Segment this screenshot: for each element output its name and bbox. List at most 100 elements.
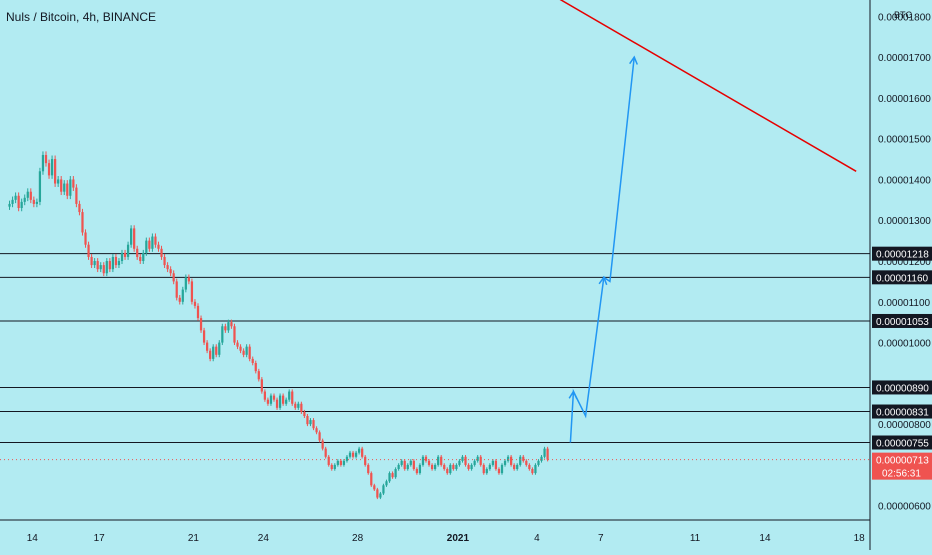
candle-body[interactable] [348,452,352,457]
candle-body[interactable] [90,256,93,266]
candle-body[interactable] [99,265,102,270]
candle-body[interactable] [202,330,206,343]
candle-body[interactable] [260,379,263,392]
candle-body[interactable] [303,411,306,416]
candle-body[interactable] [227,322,230,331]
candle-body[interactable] [467,464,470,470]
candle-body[interactable] [354,452,358,457]
candle-body[interactable] [506,456,510,461]
candle-body[interactable] [367,464,370,474]
candle-body[interactable] [537,460,540,465]
candle-body[interactable] [78,203,81,213]
candle-body[interactable] [66,183,69,196]
candle-body[interactable] [312,420,315,429]
candle-body[interactable] [130,228,133,245]
candle-body[interactable] [193,301,197,306]
candle-body[interactable] [117,261,121,266]
candle-body[interactable] [81,212,84,233]
resistance-trend-line[interactable] [540,0,857,172]
candle-body[interactable] [503,460,507,465]
candle-body[interactable] [391,473,394,478]
candle-body[interactable] [522,456,525,461]
candle-body[interactable] [309,420,312,425]
candle-body[interactable] [224,326,227,331]
candle-body[interactable] [327,456,330,465]
candle-body[interactable] [157,244,160,249]
candle-body[interactable] [102,265,105,274]
candle-body[interactable] [209,350,212,359]
candle-body[interactable] [437,456,440,465]
candle-body[interactable] [17,195,20,208]
candle-body[interactable] [263,391,266,400]
candle-body[interactable] [47,163,51,176]
candle-body[interactable] [123,252,127,257]
candle-body[interactable] [324,448,327,457]
candle-body[interactable] [50,159,54,176]
candle-body[interactable] [412,460,415,470]
candle-body[interactable] [406,464,409,470]
candle-body[interactable] [525,460,528,465]
candle-body[interactable] [376,489,379,498]
candle-body[interactable] [300,403,303,412]
candle-body[interactable] [473,460,476,465]
candle-body[interactable] [257,371,260,380]
candle-body[interactable] [93,261,96,266]
candle-body[interactable] [400,460,403,465]
candle-body[interactable] [494,460,498,470]
projection-path[interactable] [569,57,635,443]
candle-body[interactable] [266,399,270,404]
candle-body[interactable] [142,252,145,262]
candle-body[interactable] [364,456,367,465]
candle-body[interactable] [479,456,482,465]
candle-body[interactable] [242,350,245,355]
candle-body[interactable] [333,464,336,470]
candle-body[interactable] [440,456,443,465]
candle-body[interactable] [239,346,242,351]
candle-body[interactable] [136,248,139,257]
candle-body[interactable] [196,305,200,319]
candle-body[interactable] [175,281,178,298]
candle-body[interactable] [345,456,349,461]
candle-body[interactable] [379,493,382,498]
candle-body[interactable] [206,342,209,351]
candle-body[interactable] [248,346,251,359]
candle-body[interactable] [212,346,215,359]
candle-body[interactable] [409,460,412,465]
candle-body[interactable] [254,362,257,372]
candle-body[interactable] [358,448,361,453]
candle-body[interactable] [288,391,291,400]
candle-body[interactable] [497,469,501,474]
candle-body[interactable] [41,154,45,172]
candle-body[interactable] [546,448,549,460]
candle-body[interactable] [418,464,422,474]
candle-body[interactable] [443,464,446,470]
candle-body[interactable] [8,203,11,207]
candle-body[interactable] [461,456,464,461]
candle-body[interactable] [172,273,175,282]
candle-body[interactable] [513,464,516,470]
candle-body[interactable] [57,179,60,184]
candle-body[interactable] [385,481,388,486]
candle-body[interactable] [14,195,17,200]
candle-body[interactable] [476,456,479,461]
candle-body[interactable] [351,452,355,457]
candle-body[interactable] [72,179,75,188]
candle-body[interactable] [69,179,72,196]
candle-body[interactable] [278,395,282,408]
candle-body[interactable] [20,201,23,208]
candle-body[interactable] [105,261,108,274]
candle-body[interactable] [190,281,194,302]
candle-body[interactable] [133,228,136,249]
candle-body[interactable] [500,464,504,474]
candle-body[interactable] [516,464,519,470]
candle-body[interactable] [306,416,309,425]
candle-body[interactable] [388,473,391,482]
candle-body[interactable] [154,236,157,245]
candle-body[interactable] [108,261,111,270]
candle-body[interactable] [336,460,339,465]
candle-body[interactable] [330,464,333,470]
candle-body[interactable] [294,403,297,408]
candle-body[interactable] [315,428,318,433]
candle-body[interactable] [178,297,181,302]
